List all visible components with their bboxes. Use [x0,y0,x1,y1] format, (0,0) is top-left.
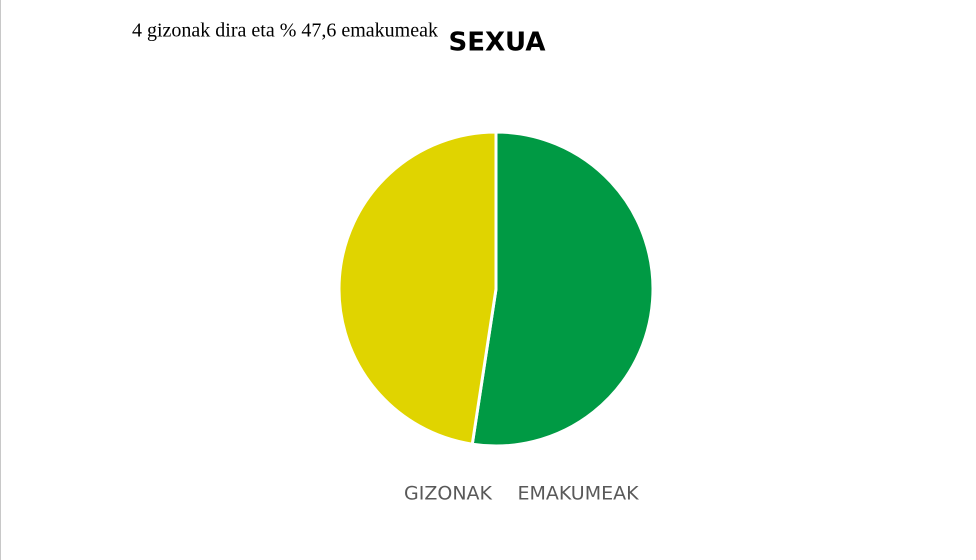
chart-title: SEXUA [449,28,546,58]
pie-slice [470,130,655,448]
background-text: 4 gizonak dira eta % 47,6 emakumeak [132,20,438,42]
legend-label: GIZONAK [404,483,493,505]
legend-label: EMAKUMEAK [517,483,639,505]
pie-slice [337,130,498,446]
